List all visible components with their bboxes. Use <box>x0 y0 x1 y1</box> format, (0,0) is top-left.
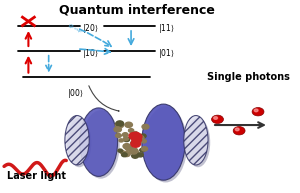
Circle shape <box>254 109 258 112</box>
Ellipse shape <box>144 106 187 182</box>
Text: $|10\rangle$: $|10\rangle$ <box>82 47 99 60</box>
Ellipse shape <box>142 104 185 180</box>
Circle shape <box>136 135 144 141</box>
Circle shape <box>233 127 245 135</box>
Circle shape <box>142 147 148 151</box>
Circle shape <box>116 121 124 126</box>
Ellipse shape <box>82 110 120 179</box>
Circle shape <box>119 139 123 142</box>
Circle shape <box>114 127 122 132</box>
Circle shape <box>131 132 141 139</box>
Text: $|20\rangle$: $|20\rangle$ <box>82 22 99 36</box>
Circle shape <box>130 148 138 154</box>
Ellipse shape <box>184 116 208 165</box>
Circle shape <box>123 144 130 149</box>
Circle shape <box>214 117 218 119</box>
Circle shape <box>131 140 141 147</box>
Ellipse shape <box>67 118 91 167</box>
Circle shape <box>120 150 124 154</box>
Circle shape <box>235 128 239 131</box>
Circle shape <box>122 133 128 137</box>
Circle shape <box>118 149 122 152</box>
Text: Single photons: Single photons <box>207 73 290 82</box>
Text: $|11\rangle$: $|11\rangle$ <box>158 22 175 36</box>
Ellipse shape <box>65 116 89 165</box>
Circle shape <box>142 124 149 129</box>
Circle shape <box>140 134 146 138</box>
Circle shape <box>133 151 139 155</box>
Circle shape <box>128 129 134 132</box>
Circle shape <box>132 153 139 158</box>
Circle shape <box>132 133 142 140</box>
Ellipse shape <box>80 108 118 176</box>
Circle shape <box>131 141 135 144</box>
Circle shape <box>142 140 146 143</box>
Text: Laser light: Laser light <box>7 171 66 181</box>
Circle shape <box>125 145 133 151</box>
Circle shape <box>122 153 127 157</box>
Text: $|00\rangle$: $|00\rangle$ <box>68 87 84 100</box>
Ellipse shape <box>186 118 210 167</box>
Circle shape <box>124 137 130 142</box>
Circle shape <box>137 153 143 157</box>
Circle shape <box>212 115 224 124</box>
Circle shape <box>132 136 142 143</box>
Circle shape <box>123 152 130 157</box>
Text: Quantum interference: Quantum interference <box>58 3 214 16</box>
Circle shape <box>115 122 124 128</box>
Circle shape <box>133 132 138 135</box>
Text: $g_{coup}$: $g_{coup}$ <box>65 22 84 38</box>
Circle shape <box>125 122 132 127</box>
Circle shape <box>129 133 139 139</box>
Circle shape <box>123 137 128 141</box>
Circle shape <box>140 148 145 152</box>
Circle shape <box>116 134 121 138</box>
FancyArrowPatch shape <box>89 86 119 111</box>
Circle shape <box>252 108 264 116</box>
Text: $|01\rangle$: $|01\rangle$ <box>158 47 175 60</box>
